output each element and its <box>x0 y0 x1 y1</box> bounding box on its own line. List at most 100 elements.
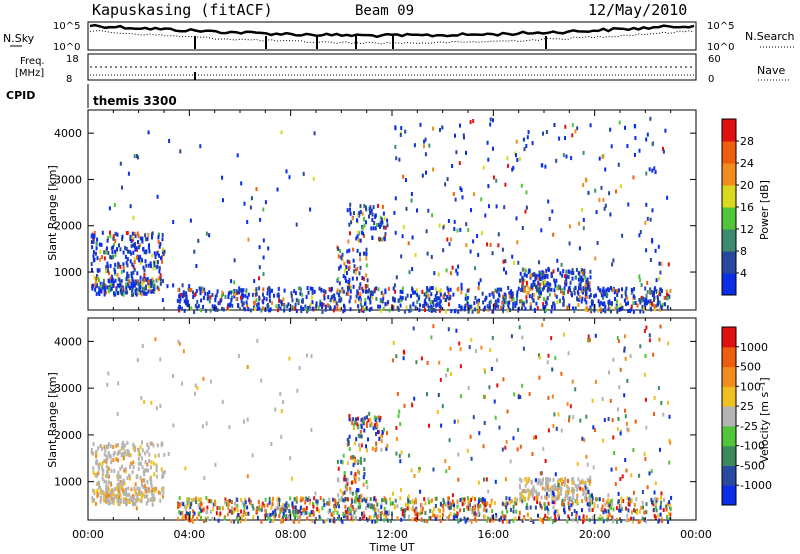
data-cell <box>146 480 149 485</box>
data-cell <box>490 367 493 371</box>
data-cell <box>557 495 560 499</box>
data-cell <box>132 270 135 275</box>
data-cell <box>561 481 563 486</box>
data-cell <box>509 290 512 295</box>
data-cell <box>459 394 462 399</box>
data-cell <box>514 516 517 521</box>
data-cell <box>346 515 349 520</box>
data-cell <box>430 335 433 340</box>
data-cell <box>531 272 534 277</box>
data-cell <box>108 453 111 458</box>
data-cell <box>587 284 590 289</box>
data-cell <box>545 492 548 497</box>
data-cell <box>98 242 101 247</box>
data-cell <box>197 497 200 502</box>
data-cell <box>298 519 301 524</box>
data-cell <box>522 495 525 500</box>
data-cell <box>508 300 511 305</box>
data-cell <box>238 286 241 291</box>
data-cell <box>385 514 388 519</box>
data-cell <box>253 279 256 284</box>
data-cell <box>143 469 145 474</box>
data-cell <box>401 512 404 517</box>
data-cell <box>365 220 367 225</box>
data-cell <box>149 261 152 266</box>
y-tick-label: 2000 <box>54 220 82 233</box>
data-cell <box>573 309 576 314</box>
data-cell <box>540 271 543 276</box>
data-cell <box>185 301 187 306</box>
data-cell <box>542 477 544 482</box>
data-cell <box>354 420 357 425</box>
data-cell <box>163 470 166 475</box>
data-cell <box>636 303 639 308</box>
data-cell <box>108 493 111 498</box>
data-cell <box>219 300 222 305</box>
data-cell <box>342 289 345 294</box>
data-cell <box>283 308 286 313</box>
data-cell <box>262 272 265 277</box>
data-cell <box>515 216 518 221</box>
data-cell <box>345 487 348 492</box>
data-cell <box>96 237 99 242</box>
data-cell <box>336 288 339 293</box>
data-cell <box>101 460 104 465</box>
data-cell <box>356 276 358 281</box>
data-cell <box>106 238 109 243</box>
data-cell <box>357 505 360 510</box>
data-cell <box>210 499 213 504</box>
data-cell <box>130 274 133 278</box>
data-cell <box>110 274 113 279</box>
data-cell <box>337 504 340 509</box>
data-cell <box>544 305 547 309</box>
data-cell <box>653 166 656 171</box>
data-cell <box>643 510 646 515</box>
data-cell <box>658 261 661 266</box>
data-cell <box>592 465 595 470</box>
data-cell <box>106 469 108 474</box>
data-cell <box>508 496 511 501</box>
data-cell <box>112 280 115 285</box>
data-cell <box>583 438 586 443</box>
data-cell <box>527 290 530 295</box>
data-cell <box>424 308 426 313</box>
data-cell <box>91 245 94 250</box>
data-cell <box>106 493 109 498</box>
data-cell <box>147 130 150 135</box>
data-cell <box>317 305 320 310</box>
data-cell <box>128 497 131 502</box>
data-cell <box>115 494 118 499</box>
data-cell <box>367 295 370 300</box>
data-cell <box>294 515 296 520</box>
data-cell <box>464 519 467 524</box>
data-cell <box>617 416 620 421</box>
data-cell <box>568 303 571 308</box>
data-cell <box>575 513 578 518</box>
data-cell <box>143 278 146 283</box>
data-cell <box>380 505 383 510</box>
data-cell <box>354 268 357 273</box>
data-cell <box>625 468 628 473</box>
data-cell <box>349 231 351 236</box>
data-cell <box>359 497 362 502</box>
data-cell <box>466 301 469 306</box>
data-cell <box>146 494 149 499</box>
data-cell <box>278 498 281 503</box>
data-cell <box>615 305 618 310</box>
data-cell <box>208 299 211 304</box>
data-cell <box>449 287 452 292</box>
data-cell <box>221 399 224 404</box>
data-cell <box>463 306 466 311</box>
data-cell <box>557 412 560 417</box>
data-cell <box>505 505 508 510</box>
data-cell <box>414 517 417 522</box>
data-cell <box>137 234 140 239</box>
data-cell <box>380 447 383 452</box>
data-cell <box>280 130 283 135</box>
data-cell <box>586 487 589 492</box>
data-cell <box>446 237 449 242</box>
data-cell <box>349 509 352 514</box>
data-cell <box>514 496 517 501</box>
data-cell <box>182 349 185 354</box>
data-cell <box>252 506 255 511</box>
